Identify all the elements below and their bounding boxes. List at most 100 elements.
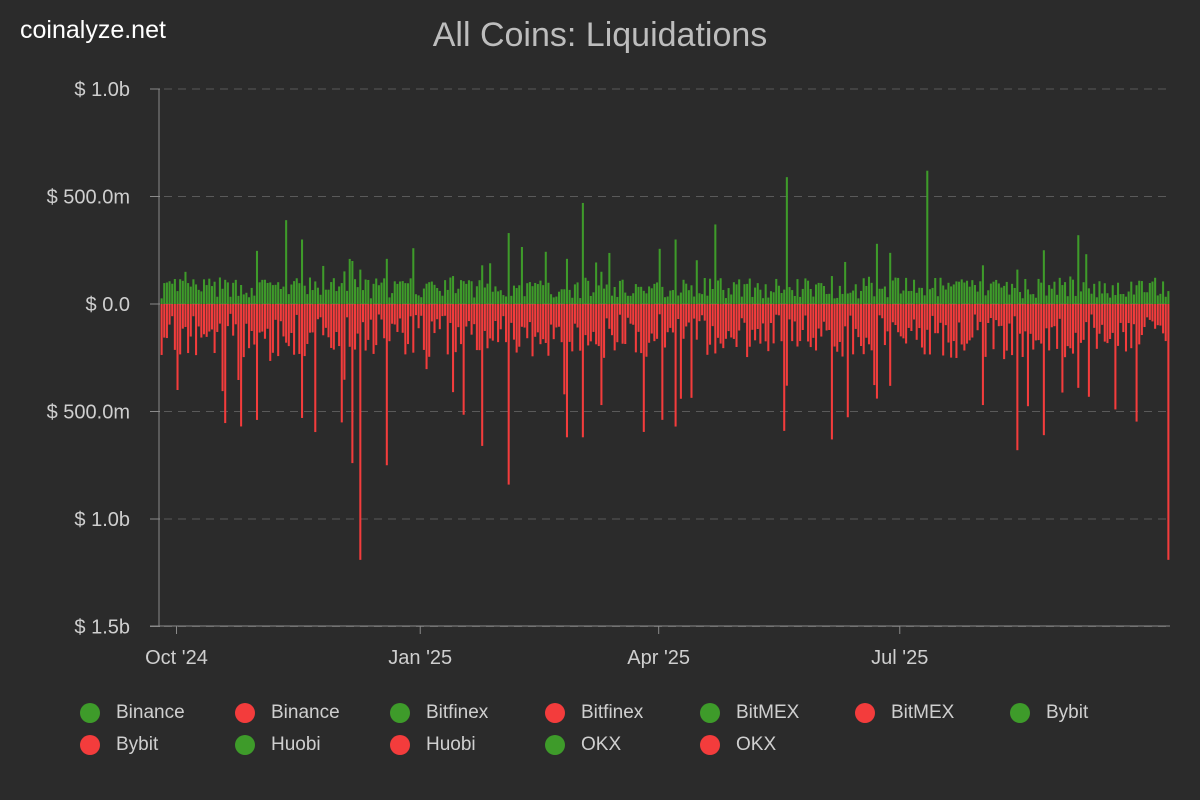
- short-liquidation-bar: [385, 304, 388, 466]
- long-liquidation-bar: [295, 278, 298, 304]
- short-liquidation-bar: [751, 304, 754, 330]
- long-liquidation-bar: [457, 288, 460, 304]
- short-liquidation-bar: [730, 304, 733, 338]
- short-liquidation-bar: [579, 304, 582, 351]
- long-liquidation-bar: [420, 297, 423, 304]
- long-liquidation-bar: [677, 295, 680, 304]
- long-liquidation-bar: [939, 277, 942, 304]
- long-liquidation-bar: [195, 284, 198, 304]
- short-liquidation-bar: [926, 304, 929, 330]
- long-liquidation-bar: [187, 283, 190, 304]
- legend-item[interactable]: BitMEX: [700, 702, 855, 724]
- short-liquidation-bar: [897, 304, 900, 333]
- short-liquidation-bar: [759, 304, 762, 344]
- long-liquidation-bar: [417, 295, 420, 304]
- legend-item[interactable]: Huobi: [235, 734, 390, 756]
- long-liquidation-bar: [693, 296, 696, 304]
- short-liquidation-bar: [348, 304, 351, 347]
- short-liquidation-bar: [1021, 304, 1024, 357]
- short-liquidation-bar: [706, 304, 709, 355]
- short-liquidation-bar: [187, 304, 190, 354]
- long-liquidation-bar: [934, 278, 937, 304]
- long-liquidation-bar: [1048, 285, 1051, 304]
- legend-item[interactable]: OKX: [545, 734, 700, 756]
- short-liquidation-bar: [1071, 304, 1075, 354]
- short-liquidation-bar: [785, 304, 788, 386]
- short-liquidation-bar: [735, 304, 738, 347]
- long-liquidation-bar: [221, 288, 224, 304]
- long-liquidation-bar: [176, 291, 179, 304]
- legend-item[interactable]: OKX: [700, 734, 855, 756]
- long-liquidation-bar: [274, 284, 277, 304]
- long-liquidation-bar: [290, 284, 293, 304]
- long-liquidation-bar: [393, 281, 396, 304]
- legend-item[interactable]: Bitfinex: [390, 702, 545, 724]
- short-liquidation-bar: [200, 304, 203, 338]
- long-liquidation-bar: [475, 286, 478, 304]
- short-liquidation-bar: [690, 304, 693, 398]
- short-liquidation-bar: [245, 304, 248, 324]
- long-liquidation-bar: [314, 281, 317, 304]
- long-liquidation-bar: [714, 224, 717, 304]
- long-liquidation-bar: [830, 276, 833, 304]
- short-liquidation-bar: [626, 304, 629, 318]
- long-liquidation-bar: [359, 269, 362, 304]
- long-liquidation-bar: [298, 283, 301, 304]
- short-liquidation-bar: [210, 304, 213, 330]
- short-liquidation-bar: [372, 304, 375, 354]
- legend-item[interactable]: Binance: [80, 702, 235, 724]
- legend-item[interactable]: Binance: [235, 702, 390, 724]
- short-liquidation-bar: [828, 304, 831, 331]
- short-liquidation-bar: [1109, 304, 1112, 340]
- long-liquidation-bar: [769, 291, 772, 304]
- long-liquidation-bar: [650, 288, 653, 304]
- long-liquidation-bar: [836, 297, 839, 304]
- long-liquidation-bar: [952, 284, 955, 304]
- legend-item[interactable]: Bitfinex: [545, 702, 700, 724]
- long-liquidation-bar: [229, 296, 232, 304]
- short-liquidation-bar: [608, 304, 611, 329]
- short-liquidation-bar: [282, 304, 285, 337]
- short-liquidation-bar: [825, 304, 828, 331]
- short-liquidation-bar: [942, 304, 945, 356]
- long-liquidation-bar: [1050, 288, 1053, 304]
- long-liquidation-bar: [181, 280, 184, 304]
- short-liquidation-bar: [261, 304, 264, 332]
- long-liquidation-bar: [862, 278, 865, 304]
- bar-series: [160, 170, 1170, 560]
- legend-item[interactable]: Huobi: [390, 734, 545, 756]
- long-liquidation-bar: [666, 296, 669, 304]
- long-liquidation-bar: [600, 271, 603, 304]
- short-liquidation-bar: [1066, 304, 1069, 347]
- long-liquidation-bar: [968, 286, 971, 304]
- long-liquidation-bar: [462, 281, 465, 304]
- legend-item[interactable]: Bybit: [80, 734, 235, 756]
- legend-item[interactable]: Bybit: [1010, 702, 1165, 724]
- long-liquidation-bar: [322, 265, 325, 304]
- long-liquidation-bar: [886, 297, 889, 304]
- short-liquidation-bar: [1106, 304, 1109, 344]
- long-liquidation-bar: [640, 286, 643, 304]
- long-liquidation-bar: [1085, 254, 1088, 304]
- long-liquidation-bar: [1109, 297, 1112, 304]
- legend-item[interactable]: BitMEX: [855, 702, 1010, 724]
- short-liquidation-bar: [1042, 304, 1045, 436]
- short-liquidation-bar: [208, 304, 211, 332]
- short-liquidation-bar: [931, 304, 934, 316]
- short-liquidation-bar: [301, 304, 304, 418]
- legend-label: Bitfinex: [581, 702, 644, 723]
- short-liquidation-bar: [846, 304, 849, 418]
- long-liquidation-bar: [430, 281, 433, 304]
- short-liquidation-bar: [542, 304, 545, 340]
- short-liquidation-bar: [510, 304, 513, 323]
- long-liquidation-bar: [510, 295, 513, 304]
- long-liquidation-bar: [332, 278, 335, 304]
- short-liquidation-bar: [1034, 304, 1037, 341]
- short-liquidation-bar: [724, 304, 727, 339]
- long-liquidation-bar: [542, 285, 545, 304]
- short-liquidation-bar: [716, 304, 720, 338]
- long-liquidation-bar: [483, 287, 486, 304]
- legend-dot-icon: [390, 703, 410, 723]
- long-liquidation-bar: [1011, 283, 1014, 304]
- short-liquidation-bar: [849, 304, 852, 316]
